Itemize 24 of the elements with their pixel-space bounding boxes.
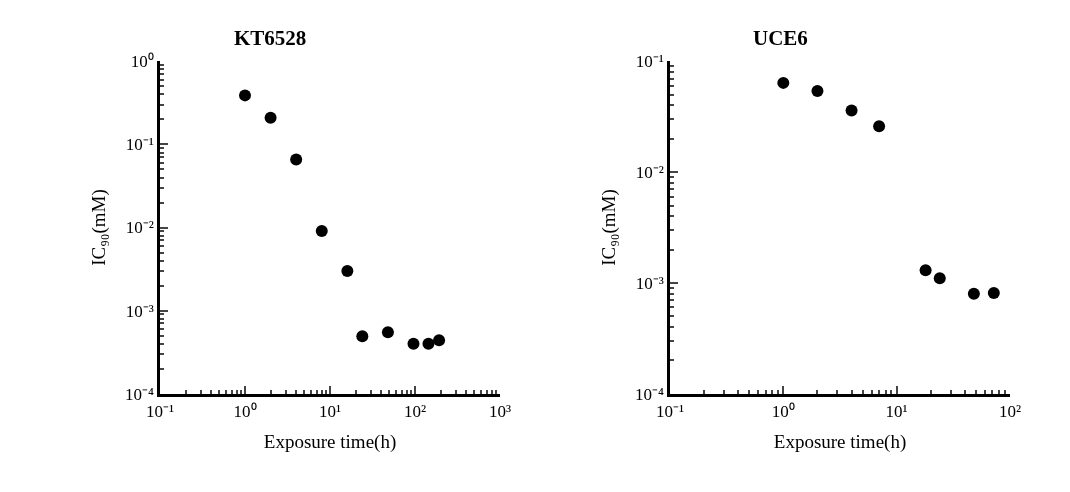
- x-tick-label: 10³: [488, 401, 512, 421]
- x-tick-label: 10⁰: [233, 401, 257, 421]
- y-tick-label: 10⁻⁴: [124, 384, 154, 404]
- chart-title: UCE6: [753, 26, 808, 50]
- y-axis-title: IC₉₀(mM): [87, 189, 110, 266]
- x-tick-label: 10⁻¹: [145, 401, 175, 421]
- y-tick-label: 10⁻³: [125, 301, 154, 321]
- y-tick-label: 10⁻²: [635, 163, 664, 183]
- y-tick-label: 10⁻²: [125, 218, 154, 238]
- x-tick-label: 10²: [403, 401, 427, 421]
- y-axis-title: IC₉₀(mM): [597, 189, 620, 266]
- x-tick-label: 10¹: [885, 401, 908, 421]
- chart-title: KT6528: [234, 26, 307, 50]
- x-axis-title: Exposure time(h): [773, 430, 907, 453]
- x-tick-label: 10⁰: [771, 401, 795, 421]
- x-axis-title: Exposure time(h): [263, 430, 397, 453]
- y-tick-label: 10⁻¹: [125, 135, 154, 155]
- y-tick-label: 10⁻⁴: [634, 384, 664, 404]
- x-tick-label: 10⁻¹: [655, 401, 685, 421]
- y-tick-label: 10⁰: [130, 52, 154, 72]
- y-tick-label: 10⁻³: [635, 273, 664, 293]
- y-tick-label: 10⁻¹: [635, 52, 664, 72]
- x-tick-label: 10²: [998, 401, 1022, 421]
- x-tick-label: 10¹: [318, 401, 342, 421]
